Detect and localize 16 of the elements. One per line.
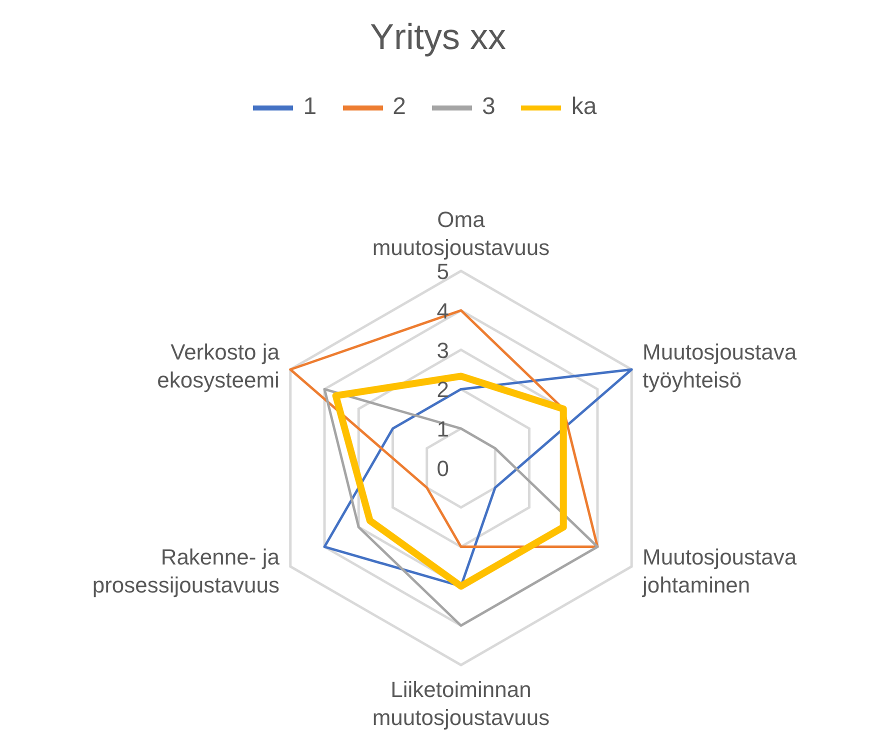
y-tick-label: 1	[436, 416, 449, 442]
spoke-label: Oma muutosjoustavuus	[372, 207, 550, 260]
spoke-label: Verkosto ja ekosysteemi	[157, 340, 280, 392]
y-tick-label: 2	[436, 377, 449, 402]
chart-title: Yritys xx	[368, 15, 507, 59]
spoke-label: Rakenne- ja prosessijoustavuus	[92, 544, 280, 598]
legend-label: 2	[392, 93, 406, 120]
y-tick-label: 0	[436, 456, 449, 481]
y-tick-label: 3	[436, 338, 449, 363]
spoke-label: Liiketoiminnan muutosjoustavuus	[372, 677, 550, 730]
legend-label: 3	[482, 93, 496, 120]
spoke-label: Muutosjoustava johtaminen	[642, 544, 798, 598]
y-tick-label: 5	[436, 259, 449, 284]
spoke-label: Muutosjoustava työyhteisö	[642, 340, 798, 392]
legend-label: ka	[571, 93, 597, 120]
legend-label: 1	[303, 93, 317, 120]
